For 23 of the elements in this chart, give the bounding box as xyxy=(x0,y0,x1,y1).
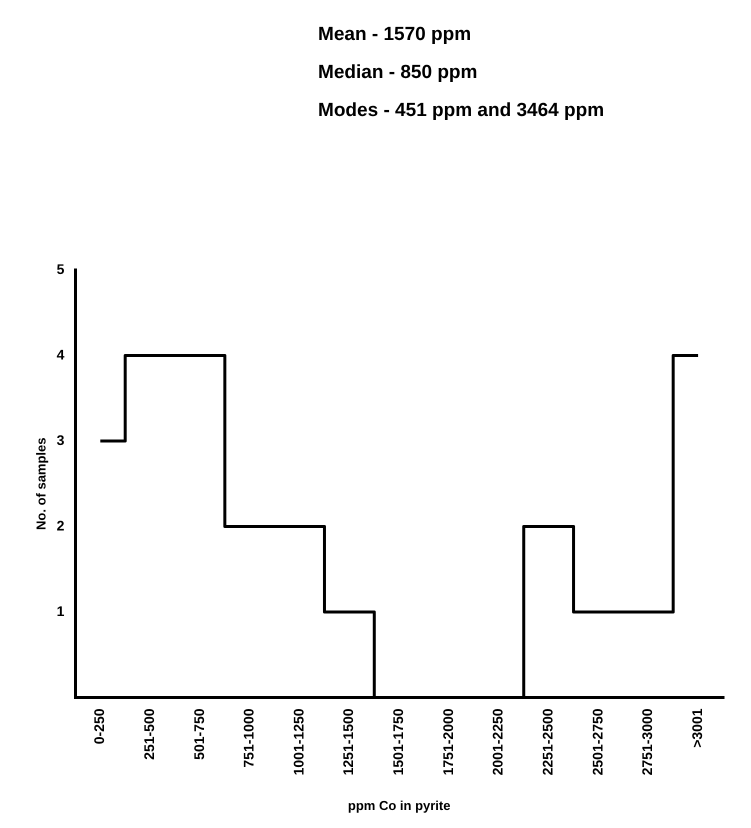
x-tick-label: 1751-2000 xyxy=(440,708,456,776)
y-tick-label: 2 xyxy=(56,517,65,534)
x-tick-label: 2251-2500 xyxy=(540,708,556,776)
x-tick-label: 2751-3000 xyxy=(639,708,656,776)
x-tick-label: >3001 xyxy=(688,708,705,748)
x-tick-label: 751-1000 xyxy=(240,708,257,768)
x-tick-label: 0-250 xyxy=(91,708,108,744)
text: Modes - 451 ppm and 3464 ppm xyxy=(318,100,604,122)
x-axis-title: ppm Co in pyrite xyxy=(348,798,450,813)
x-tick-label: 251-500 xyxy=(140,708,157,760)
x-tick-label: 501-750 xyxy=(190,708,207,760)
x-tick-label: 1501-1750 xyxy=(390,708,406,776)
y-tick-label: 1 xyxy=(56,602,65,619)
y-axis-title: No. of samples xyxy=(33,437,48,530)
x-tick-label: 2001-2250 xyxy=(490,708,506,776)
x-tick-label: 2501-2750 xyxy=(589,708,606,776)
x-tick-label: 1251-1500 xyxy=(340,708,356,776)
y-tick-label: 3 xyxy=(56,432,65,448)
x-tick-label: 1001-1250 xyxy=(290,708,306,776)
text: Mean - 1570 ppm xyxy=(318,24,472,46)
y-tick-label: 4 xyxy=(56,346,65,362)
y-tick-label: 5 xyxy=(56,260,65,277)
text: Median - 850 ppm xyxy=(318,62,478,84)
